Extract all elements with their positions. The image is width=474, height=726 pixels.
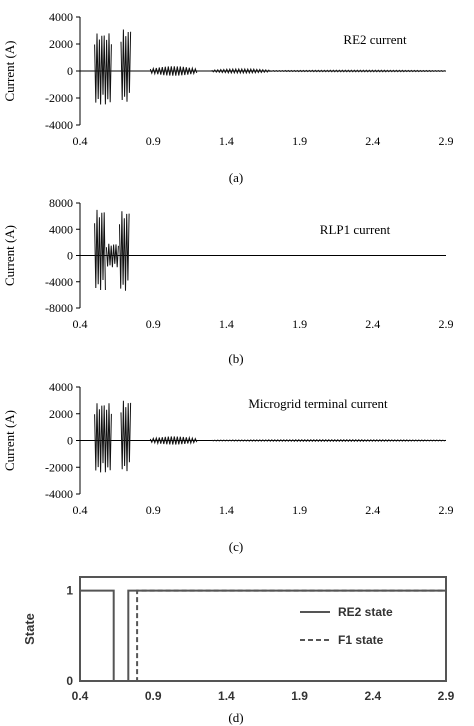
y-tick-label: 0 [67, 434, 73, 448]
current-burst-trace [120, 400, 132, 472]
x-tick-label: 0.4 [72, 689, 89, 703]
y-tick-label: -4000 [45, 118, 73, 132]
y-axis-label: Current (A) [2, 225, 17, 286]
x-tick-label: 1.9 [292, 134, 307, 148]
chart-annotation: Microgrid terminal current [248, 396, 388, 411]
panel-label-c: (c) [229, 539, 243, 554]
y-tick-label: 1 [66, 584, 73, 598]
y-tick-label: -4000 [45, 275, 73, 289]
x-tick-label: 0.9 [146, 317, 161, 331]
y-axis-label: Current (A) [2, 40, 17, 101]
x-tick-label: 1.4 [218, 689, 235, 703]
x-tick-label: 2.9 [439, 317, 454, 331]
current-ripple-trace [211, 438, 446, 443]
y-axis-label: Current (A) [2, 410, 17, 471]
x-tick-label: 1.4 [219, 134, 234, 148]
x-tick-label: 0.4 [73, 317, 88, 331]
y-tick-label: 4000 [49, 10, 73, 24]
current-burst-trace [94, 403, 112, 473]
panel-label-a: (a) [229, 170, 243, 185]
legend-label: F1 state [338, 633, 384, 647]
current-ripple-trace [149, 66, 198, 76]
current-burst-trace [119, 211, 130, 291]
y-tick-label: 4000 [49, 380, 73, 394]
panel-label-d: (d) [228, 710, 243, 725]
x-tick-label: 2.4 [364, 689, 381, 703]
x-tick-label: 2.4 [365, 503, 380, 517]
state-series-line [80, 589, 446, 682]
y-tick-label: -8000 [45, 301, 73, 315]
current-ripple-trace [270, 69, 446, 73]
y-tick-label: 0 [66, 674, 73, 688]
x-tick-label: 1.4 [219, 503, 234, 517]
y-tick-label: -4000 [45, 487, 73, 501]
y-tick-label: 4000 [49, 222, 73, 236]
current-ripple-trace [211, 67, 271, 75]
chart-annotation: RE2 current [343, 32, 407, 47]
x-tick-label: 0.9 [145, 689, 162, 703]
x-tick-label: 2.9 [438, 689, 455, 703]
x-tick-label: 2.9 [439, 503, 454, 517]
y-tick-label: 2000 [49, 407, 73, 421]
panel-label-b: (b) [228, 351, 243, 366]
x-tick-label: 2.4 [365, 134, 380, 148]
legend-label: RE2 state [338, 605, 393, 619]
current-burst-trace [94, 209, 106, 291]
y-tick-label: -2000 [45, 91, 73, 105]
y-tick-label: 2000 [49, 37, 73, 51]
current-ripple-trace [149, 435, 198, 446]
x-tick-label: 1.4 [219, 317, 234, 331]
x-tick-label: 1.9 [292, 503, 307, 517]
x-tick-label: 0.4 [73, 134, 88, 148]
current-burst-trace [94, 33, 112, 105]
y-tick-label: 0 [67, 249, 73, 263]
x-tick-label: 0.9 [146, 503, 161, 517]
x-tick-label: 2.9 [439, 134, 454, 148]
x-tick-label: 0.9 [146, 134, 161, 148]
x-tick-label: 0.4 [73, 503, 88, 517]
x-tick-label: 1.9 [291, 689, 308, 703]
chart-annotation: RLP1 current [320, 222, 391, 237]
y-axis-label: State [22, 613, 37, 645]
y-tick-label: 0 [67, 64, 73, 78]
y-tick-label: 8000 [49, 196, 73, 210]
current-burst-trace [120, 29, 132, 102]
y-tick-label: -2000 [45, 460, 73, 474]
x-tick-label: 1.9 [292, 317, 307, 331]
x-tick-label: 2.4 [365, 317, 380, 331]
current-burst-trace [105, 243, 119, 268]
panel-d-state-chart: (d) 1 00.4 0.9 1.4 1.9 2.4 2.9 State RE2 state F1… [22, 576, 455, 725]
plot-frame [79, 576, 447, 682]
